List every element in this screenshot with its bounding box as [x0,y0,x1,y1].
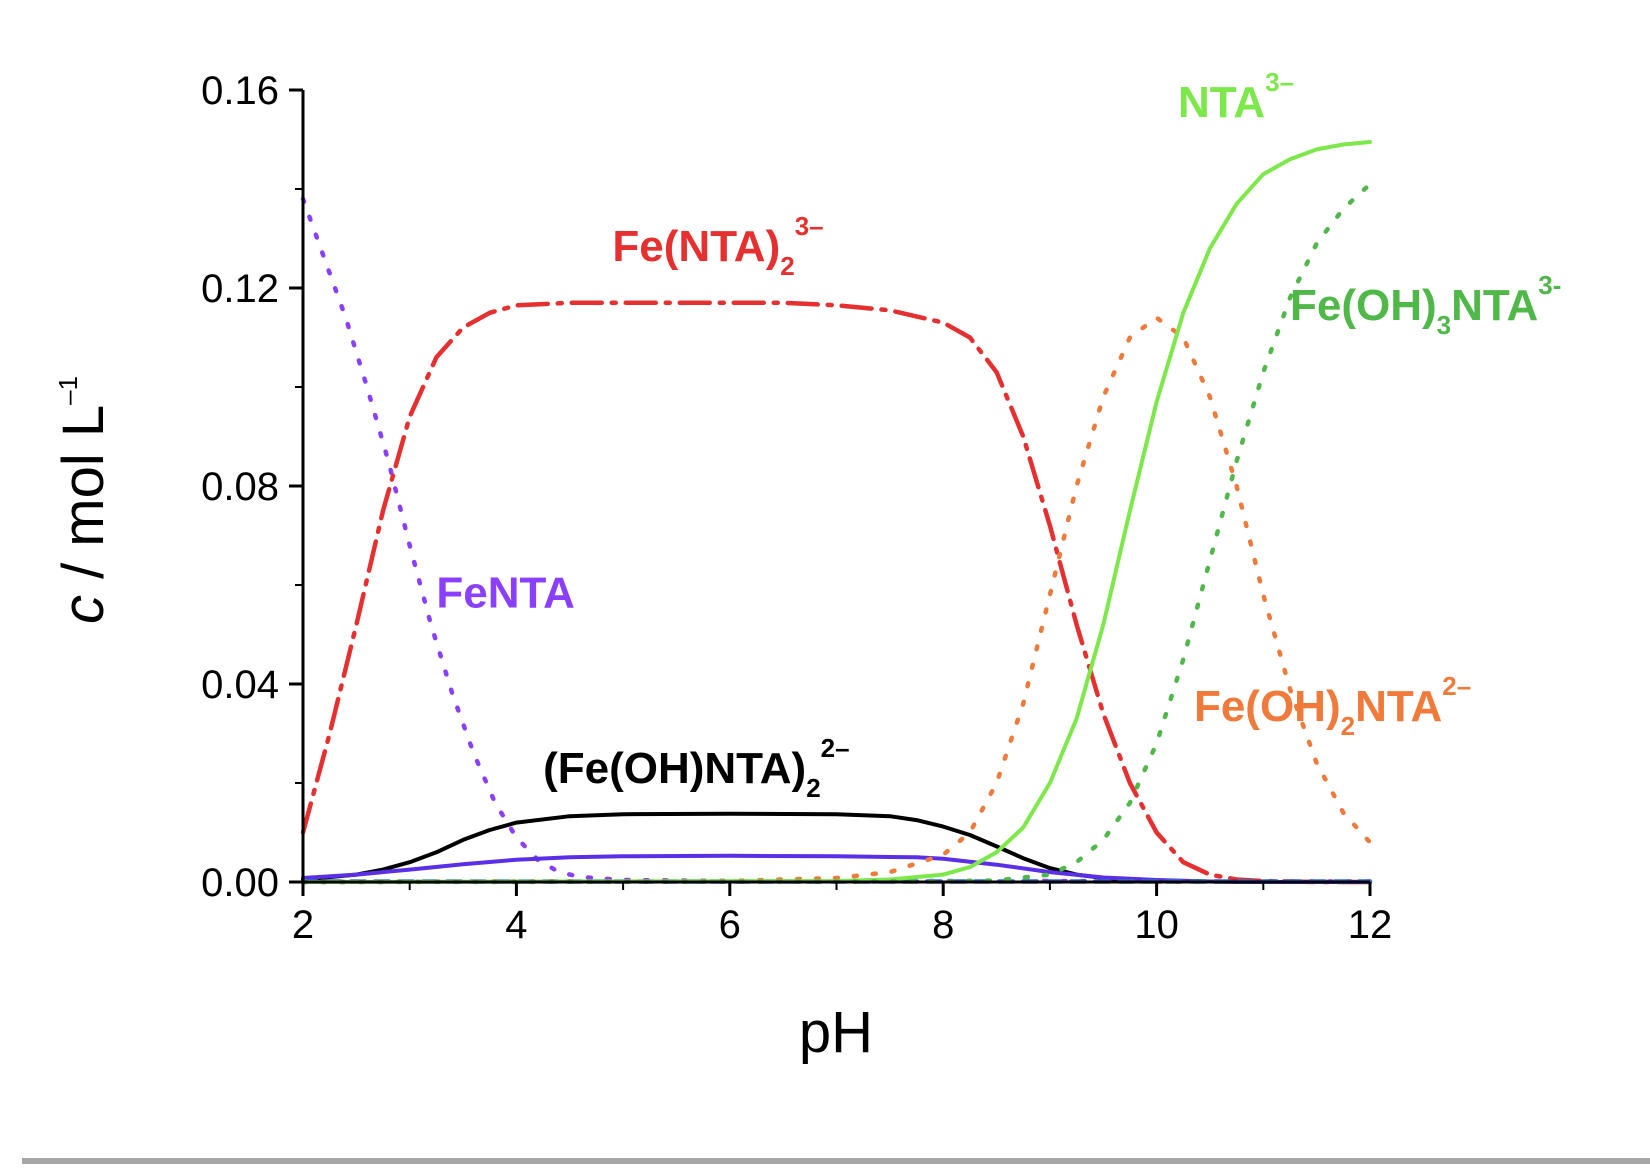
x-tick-label: 12 [1348,903,1393,947]
series-line-0 [300,196,1373,884]
series-label-part: Fe(OH) [1194,682,1341,731]
series-label-part: 2– [1442,671,1471,701]
series-label-part: (Fe(OH)NTA) [543,744,806,793]
y-tick-label: 0.12 [201,267,279,311]
series-label-0: FeNTA [436,568,575,617]
x-tick-label: 4 [505,903,527,947]
series-labels: FeNTAFe(NTA)23–(Fe(OH)NTA)22–Fe(OH)2NTA2… [436,67,1561,803]
x-tick-label: 10 [1134,903,1179,947]
series-label-part: 2 [806,773,820,803]
series-label-part: Fe(OH) [1290,281,1437,330]
x-tick-label: 8 [932,903,954,947]
series-label-part: 3– [795,211,824,241]
x-axis-title: pH [799,1000,873,1065]
series-label-part: 3 [1437,310,1451,340]
series-line-1 [300,300,1373,885]
y-tick-label: 0.04 [201,663,279,707]
y-axis-title-sup: –1 [53,376,83,405]
series-label-6: NTA3– [1178,67,1294,127]
series-label-part: FeNTA [436,568,575,617]
series-label-5: Fe(OH)2NTA2– [1194,671,1471,741]
series-label-part: Fe(NTA) [612,222,780,271]
series-label-part: 3- [1538,270,1561,300]
series-line-6 [301,140,1372,884]
y-axis-title-italic: c [51,595,116,624]
series-label-part: 2– [821,733,850,763]
series-label-part: 3– [1265,67,1294,97]
series-label-part: NTA [1178,78,1265,127]
y-tick-label: 0.00 [201,861,279,905]
series-label-1: Fe(NTA)23– [612,211,823,281]
series-label-part: NTA [1451,281,1538,330]
ticks: 2 4 6 8 10 12 0.00 0.04 0.08 0.12 0.16 [201,69,1392,947]
y-tick-label: 0.16 [201,69,279,113]
y-axis-title: c / mol L–1 [51,376,116,624]
axes [301,90,1370,884]
y-tick-label: 0.08 [201,465,279,509]
series-line-5 [300,315,1373,885]
series-line-7 [300,181,1373,885]
bottom-divider [22,1158,1650,1164]
series-label-2: (Fe(OH)NTA)22– [543,733,850,803]
series-label-7: Fe(OH)3NTA3- [1290,270,1561,340]
series-label-part: 2 [1341,711,1355,741]
series-layer [300,140,1373,885]
x-tick-label: 6 [719,903,741,947]
series-label-part: NTA [1355,682,1442,731]
series-line-2 [301,811,1372,884]
y-axis-title-text: / mol L [51,405,116,595]
x-tick-label: 2 [292,903,314,947]
series-label-part: 2 [780,251,794,281]
